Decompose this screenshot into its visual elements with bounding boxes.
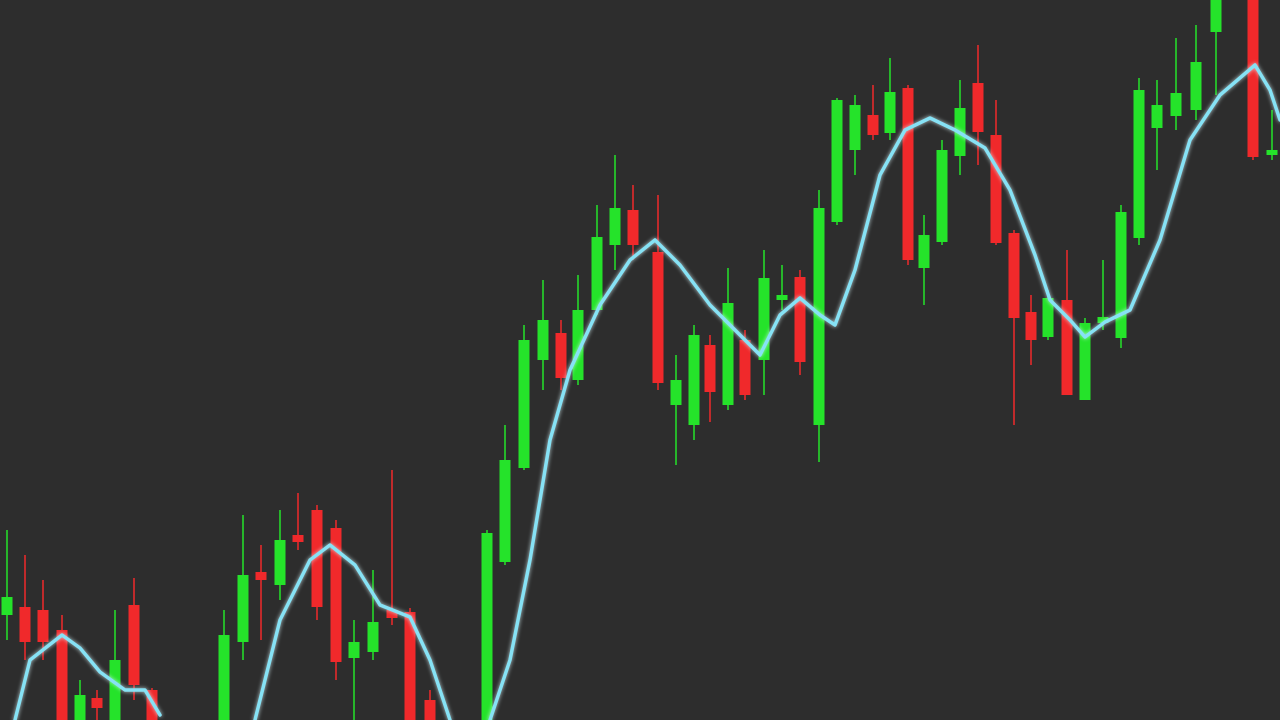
candle-body <box>1115 212 1127 338</box>
candle-body <box>758 278 770 360</box>
candle-body <box>37 610 49 642</box>
candle-body <box>367 622 379 652</box>
candle-body <box>1079 323 1091 400</box>
candle-body <box>688 335 700 425</box>
candle-body <box>884 92 896 133</box>
candle-body <box>1247 0 1259 157</box>
candle-body <box>311 510 323 607</box>
candle-body <box>591 237 603 310</box>
candle-body <box>704 345 716 392</box>
candle-body <box>1008 233 1020 318</box>
candle-body <box>739 340 751 395</box>
candle-body <box>1025 312 1037 340</box>
candle-body <box>794 277 806 362</box>
candle-body <box>1210 0 1222 32</box>
candle-body <box>652 252 664 383</box>
moving-average-line <box>13 63 1280 720</box>
candle-body <box>1133 90 1145 238</box>
candle-body <box>56 630 68 720</box>
candle-body <box>1170 93 1182 116</box>
candle-body <box>74 695 86 720</box>
candle-body <box>404 612 416 720</box>
candle-body <box>348 642 360 658</box>
candle-body <box>849 105 861 150</box>
candle-body <box>918 235 930 268</box>
candle-body <box>499 460 511 562</box>
candle-body <box>990 135 1002 243</box>
candle-body <box>609 208 621 245</box>
candle-body <box>128 605 140 685</box>
candle-body <box>627 210 639 245</box>
candle-body <box>1061 300 1073 395</box>
candle-body <box>1 597 13 615</box>
candle-body <box>237 575 249 642</box>
candle-body <box>255 572 267 580</box>
candle-body <box>518 340 530 468</box>
candle-body <box>555 333 567 378</box>
candle-body <box>813 208 825 425</box>
candle-body <box>386 610 398 618</box>
candle-body <box>936 150 948 242</box>
candle-body <box>572 310 584 380</box>
candle-body <box>481 533 493 720</box>
candle-body <box>218 635 230 720</box>
candle-body <box>1266 150 1278 155</box>
candle-body <box>91 698 103 708</box>
candle-body <box>274 540 286 585</box>
candle-body <box>1151 105 1163 128</box>
candle-body <box>722 303 734 405</box>
candle-body <box>902 88 914 260</box>
candle-body <box>109 660 121 720</box>
candle-body <box>831 100 843 222</box>
candle-body <box>537 320 549 360</box>
candle-body <box>670 380 682 405</box>
candle-body <box>330 528 342 662</box>
candle-body <box>1097 317 1109 323</box>
candle-body <box>292 535 304 542</box>
candle-body <box>1190 62 1202 110</box>
candle-body <box>424 700 436 720</box>
candle-body <box>1042 298 1054 337</box>
candle-body <box>972 83 984 132</box>
candle-body <box>867 115 879 135</box>
candle-body <box>776 295 788 300</box>
candle-body <box>19 607 31 642</box>
